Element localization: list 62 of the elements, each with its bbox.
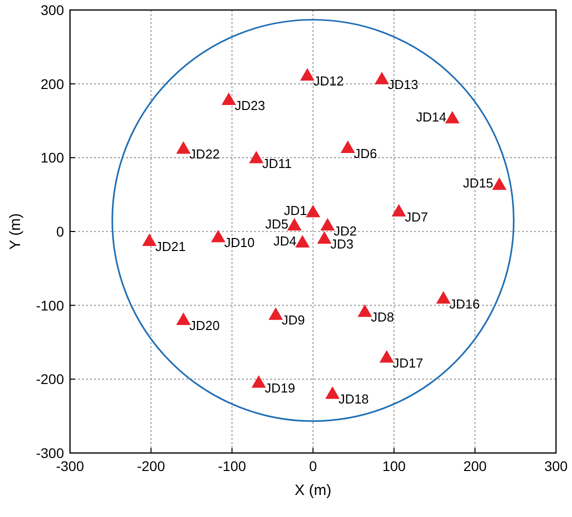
y-tick-label: 100 xyxy=(40,150,64,166)
x-tick-label: -300 xyxy=(56,458,84,474)
x-tick-label: 0 xyxy=(309,458,318,474)
point xyxy=(380,350,394,363)
y-axis-title: Y (m) xyxy=(7,213,24,250)
y-tick-label: -100 xyxy=(36,297,64,314)
point xyxy=(268,307,283,320)
annotation: JD7 xyxy=(404,209,428,224)
x-tick-label: 100 xyxy=(382,458,406,474)
annotation: JD1 xyxy=(284,203,307,218)
annotation: JD6 xyxy=(354,146,377,161)
annotation: JD18 xyxy=(338,392,369,407)
x-tick-label: -200 xyxy=(136,458,166,474)
point xyxy=(222,92,236,105)
point xyxy=(249,150,264,164)
y-tick-label: 300 xyxy=(40,2,64,18)
annotation: JD5 xyxy=(265,216,288,232)
point xyxy=(317,231,332,244)
point xyxy=(306,204,320,218)
point xyxy=(358,304,372,317)
annotation: JD8 xyxy=(370,310,394,325)
x-tick-label: -100 xyxy=(218,458,246,474)
annotation: JD12 xyxy=(313,73,344,88)
point xyxy=(295,234,310,248)
annotation: JD19 xyxy=(264,380,296,396)
x-tick-label: 200 xyxy=(463,458,487,474)
point xyxy=(320,218,335,230)
y-tick-label: -200 xyxy=(36,371,64,388)
y-tick-label: 0 xyxy=(56,224,64,240)
point xyxy=(211,230,226,242)
y-tick-label: 200 xyxy=(40,76,64,92)
annotation: JD2 xyxy=(334,223,357,238)
annotation: JD21 xyxy=(155,238,186,254)
annotation: JD10 xyxy=(224,235,255,250)
x-tick-label: 300 xyxy=(544,458,568,474)
point xyxy=(176,312,191,325)
point xyxy=(300,68,315,81)
point xyxy=(176,141,191,154)
point xyxy=(325,386,340,399)
annotation: JD20 xyxy=(189,318,220,333)
point xyxy=(445,110,460,124)
annotation: JD22 xyxy=(189,146,220,162)
point xyxy=(436,291,451,304)
point xyxy=(287,218,302,230)
point xyxy=(142,234,157,246)
annotation: JD23 xyxy=(234,98,266,113)
annotation: JD15 xyxy=(462,176,494,191)
point xyxy=(340,140,356,153)
x-axis-title: X (m) xyxy=(294,482,332,499)
point xyxy=(252,375,266,388)
point xyxy=(392,204,406,216)
annotation: JD17 xyxy=(392,355,424,370)
y-tick-label: -300 xyxy=(36,445,64,461)
annotation: JD11 xyxy=(262,156,292,172)
annotation: JD16 xyxy=(449,296,480,312)
point xyxy=(492,177,507,190)
annotation: JD4 xyxy=(273,233,296,248)
annotation: JD3 xyxy=(330,236,354,252)
annotation: JD9 xyxy=(282,312,305,328)
annotation: JD13 xyxy=(388,77,418,92)
annotation: JD14 xyxy=(416,109,446,124)
point xyxy=(374,72,390,84)
